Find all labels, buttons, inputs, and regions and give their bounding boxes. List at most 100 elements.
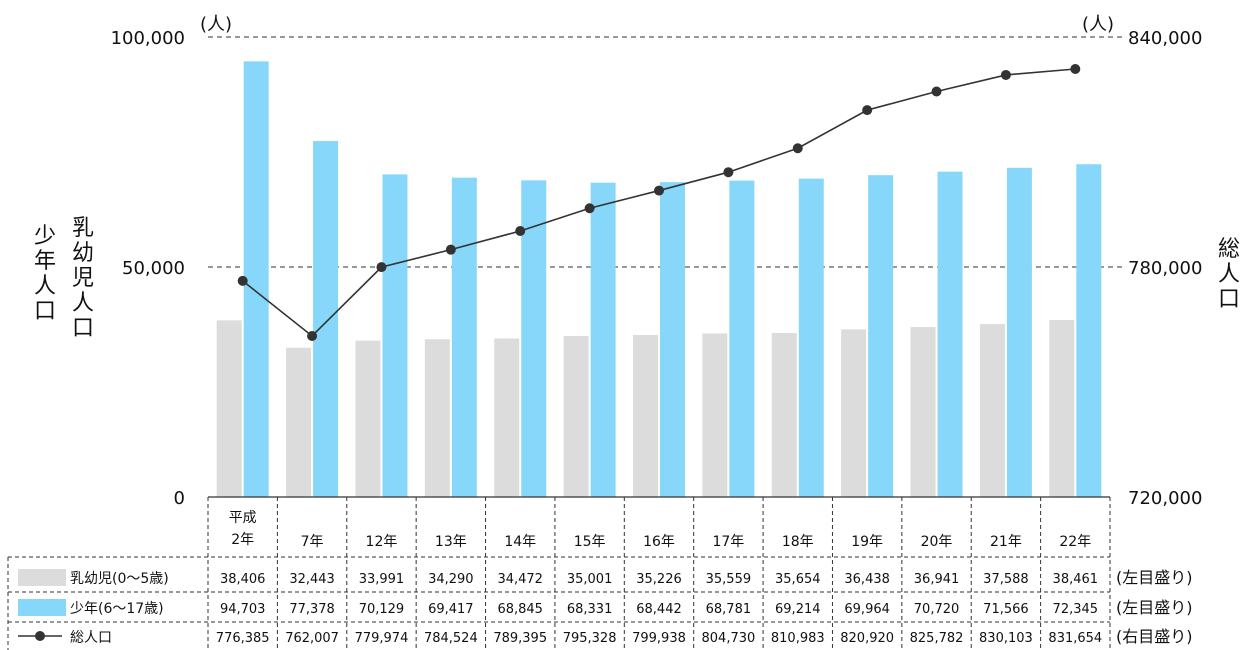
x-tick-label: 17年 [712, 534, 744, 550]
data-label: 69,214 [775, 602, 821, 617]
data-label: 33,991 [359, 572, 405, 587]
data-label: 36,438 [844, 572, 890, 587]
bar-infant [979, 324, 1005, 497]
bar-infant [355, 340, 381, 497]
scale-note: (左目盛り) [1116, 568, 1193, 587]
right-tick-label: 840,000 [1128, 28, 1202, 49]
bar-youth [1006, 167, 1032, 498]
data-label: 776,385 [216, 631, 270, 646]
legend-marker [35, 631, 45, 641]
data-table: 平成 2年 7年 12年 13年 14年 15年 16年 17年 18年 19年 20年 21年 22年乳… [7, 497, 1193, 650]
data-label: 68,442 [636, 602, 682, 617]
total-population-point [515, 225, 526, 236]
data-label: 789,395 [493, 631, 547, 646]
total-population-line [237, 63, 1081, 341]
data-label: 72,345 [1053, 602, 1099, 617]
bar-infant [424, 339, 450, 497]
total-population-point [792, 143, 803, 154]
total-population-point [584, 203, 595, 214]
data-label: 70,129 [359, 602, 405, 617]
right-tick-label: 720,000 [1128, 488, 1202, 509]
right-tick-label: 780,000 [1128, 258, 1202, 279]
data-label: 68,845 [497, 602, 543, 617]
data-label: 32,443 [289, 572, 335, 587]
bar-infant [563, 335, 589, 497]
bar-youth [590, 182, 616, 497]
total-population-point [445, 244, 456, 255]
data-label: 810,983 [771, 631, 825, 646]
bar-infant [841, 329, 867, 497]
bar-infant [910, 327, 936, 497]
x-tick-label: 21年 [990, 534, 1022, 550]
data-label: 68,781 [706, 602, 752, 617]
bar-infant [702, 333, 728, 497]
left-tick-label: 0 [174, 488, 185, 509]
bar-infant [494, 338, 520, 497]
data-label: 831,654 [1048, 631, 1102, 646]
bar-youth [798, 178, 824, 497]
data-label: 784,524 [424, 631, 478, 646]
bar-infant [1049, 320, 1075, 497]
data-label: 71,566 [983, 602, 1029, 617]
left-axis-title: 少年人口 [34, 224, 56, 324]
total-population-point [1000, 69, 1011, 80]
bar-youth [243, 61, 269, 497]
scale-note: (右目盛り) [1116, 627, 1193, 646]
total-population-point [307, 330, 318, 341]
data-label: 34,290 [428, 572, 474, 587]
bar-infant [633, 334, 658, 497]
x-tick-label: 13年 [435, 534, 467, 550]
data-label: 68,331 [567, 602, 613, 617]
data-label: 35,226 [636, 572, 682, 587]
data-label: 34,472 [497, 572, 543, 587]
bar-youth [1076, 164, 1102, 497]
data-label: 825,782 [910, 631, 964, 646]
data-label: 762,007 [285, 631, 339, 646]
right-axis-title: 総人口 [1218, 237, 1240, 312]
bar-youth [937, 171, 963, 498]
total-population-point [862, 105, 873, 116]
total-population-point [723, 167, 734, 178]
axes: 0 50,000 100,000 720,000 780,000 840,000 (人) (人… [34, 14, 1240, 509]
bar-youth [313, 141, 339, 497]
legend-swatch [18, 569, 66, 586]
data-label: 795,328 [563, 631, 617, 646]
x-tick-label: 平成 2年 [229, 510, 257, 548]
legend-swatch [18, 599, 66, 616]
data-label: 35,001 [567, 572, 613, 587]
x-tick-label: 12年 [366, 534, 398, 550]
bars [216, 61, 1102, 498]
data-label: 38,461 [1053, 572, 1099, 587]
x-tick-label: 18年 [782, 534, 814, 550]
left-tick-label: 100,000 [111, 28, 185, 49]
x-tick-label: 7年 [301, 534, 324, 550]
bar-infant [216, 320, 242, 497]
legend-label: 少年(6～17歳) [70, 601, 164, 617]
legend-label: 総人口 [70, 630, 112, 646]
data-label: 38,406 [220, 572, 266, 587]
bar-youth [382, 174, 408, 497]
data-label: 69,964 [844, 602, 890, 617]
data-label: 799,938 [632, 631, 686, 646]
total-population-point [237, 275, 248, 286]
bar-youth [729, 180, 755, 497]
left-axis-unit: (人) [200, 14, 232, 35]
left-tick-label: 50,000 [122, 258, 185, 279]
data-label: 35,559 [706, 572, 752, 587]
data-label: 69,417 [428, 602, 474, 617]
bar-infant [771, 332, 797, 497]
bar-youth [521, 180, 547, 498]
data-label: 779,974 [355, 631, 409, 646]
data-label: 35,654 [775, 572, 821, 587]
data-label: 70,720 [914, 602, 960, 617]
total-population-point [1070, 63, 1081, 74]
x-tick-label: 19年 [851, 534, 883, 550]
data-label: 804,730 [702, 631, 756, 646]
data-label: 36,941 [914, 572, 960, 587]
data-label: 94,703 [220, 602, 266, 617]
x-tick-label: 22年 [1059, 534, 1091, 550]
x-tick-label: 15年 [574, 534, 606, 550]
data-label: 77,378 [289, 602, 335, 617]
total-population-point [376, 262, 387, 273]
data-label: 820,920 [840, 631, 894, 646]
